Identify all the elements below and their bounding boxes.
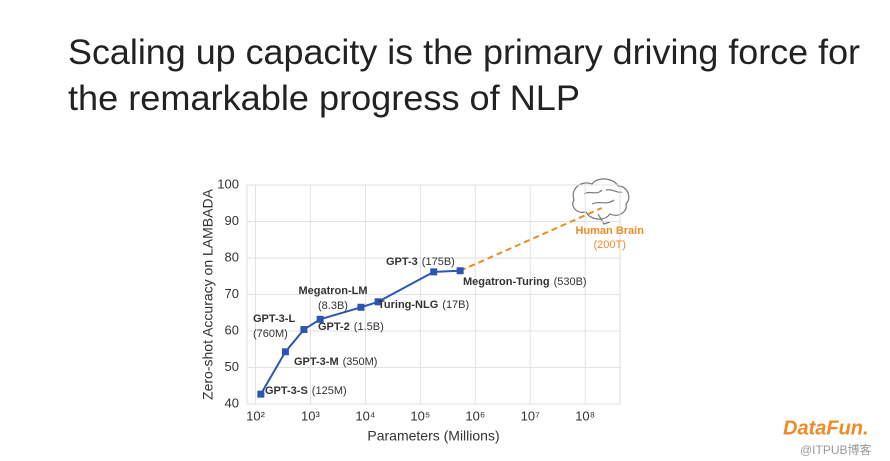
data-point	[281, 348, 289, 356]
brain-icon	[572, 178, 630, 225]
y-tick-label: 60	[225, 322, 239, 337]
point-name: GPT-3-S	[265, 385, 308, 397]
point-name: GPT-3-M	[294, 356, 339, 368]
x-tick-label: 10²	[246, 408, 265, 423]
point-name: Megatron-Turing	[463, 276, 550, 288]
point-size: (125M)	[312, 385, 347, 397]
slide-title-line: Scaling up capacity is the primary drivi…	[68, 33, 860, 72]
data-line	[259, 269, 461, 395]
point-name: GPT-2	[318, 321, 350, 333]
point-label: Turing-NLG (17B)	[378, 299, 469, 311]
x-tick-label: 10⁶	[465, 408, 485, 423]
point-label: GPT-3-M (350M)	[294, 356, 377, 368]
data-point	[456, 267, 464, 275]
point-name: Turing-NLG	[378, 299, 438, 311]
y-tick-label: 40	[225, 395, 239, 410]
data-point	[374, 298, 382, 306]
data-point	[316, 315, 324, 323]
projection-size: (200T)	[594, 239, 626, 251]
point-size: (760M)	[253, 328, 288, 340]
point-name: Megatron-LM	[298, 285, 367, 297]
data-point	[257, 390, 265, 398]
projection-line	[459, 207, 603, 272]
point-size: (1.5B)	[354, 321, 384, 333]
point-size: (17B)	[442, 299, 469, 311]
watermark-logo: DataFun.	[783, 417, 869, 439]
slide-title-line: the remarkable progress of NLP	[68, 79, 580, 118]
y-tick-label: 70	[225, 286, 239, 301]
point-label: GPT-3-S (125M)	[265, 385, 347, 397]
point-label: Megatron-Turing (530B)	[463, 276, 587, 288]
data-point	[357, 303, 365, 311]
point-name: GPT-3	[386, 256, 418, 268]
y-tick-label: 50	[225, 359, 239, 374]
x-tick-label: 10⁴	[355, 408, 375, 423]
point-label: GPT-3 (175B)	[386, 256, 455, 268]
point-size: (530B)	[554, 276, 587, 288]
watermark-text: @ITPUB博客	[800, 442, 872, 457]
point-label: GPT-2 (1.5B)	[318, 321, 384, 333]
y-tick-label: 90	[225, 213, 239, 228]
y-tick-label: 80	[225, 249, 239, 264]
x-axis-label: Parameters (Millions)	[367, 428, 499, 444]
point-size: (175B)	[422, 256, 455, 268]
point-size: (350M)	[343, 356, 378, 368]
data-point	[430, 268, 438, 276]
point-size: (8.3B)	[318, 300, 348, 312]
y-axis-label: Zero-shot Accuracy on LAMBADA	[200, 188, 216, 400]
x-tick-label: 10⁸	[575, 408, 595, 423]
y-tick-label: 100	[217, 176, 239, 191]
data-point	[300, 326, 308, 334]
x-tick-label: 10⁵	[410, 408, 430, 423]
projection-label: Human Brain	[575, 225, 644, 237]
x-tick-label: 10⁷	[521, 408, 540, 423]
x-tick-label: 10³	[301, 408, 320, 423]
point-name: GPT-3-L	[253, 313, 295, 325]
